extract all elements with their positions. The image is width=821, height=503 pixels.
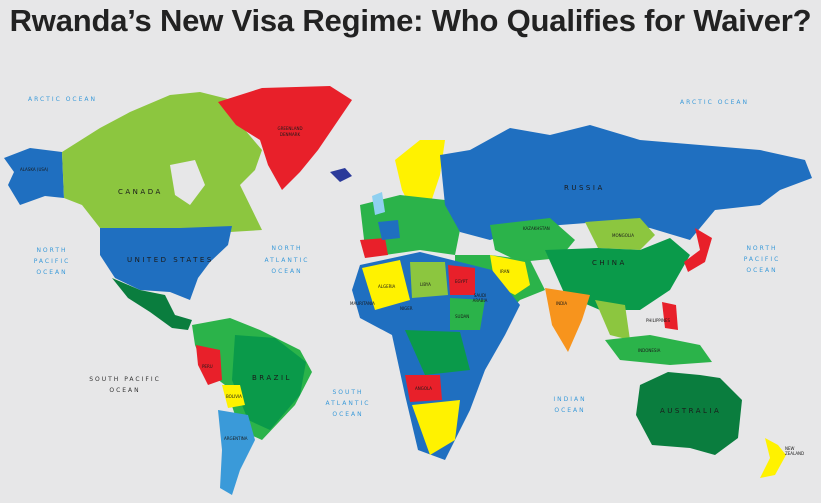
country-label: NEW (785, 446, 795, 451)
brazil-region (232, 335, 306, 430)
ocean-label: PACIFIC (744, 256, 781, 263)
uk-region (372, 192, 385, 215)
greenland-region (218, 86, 352, 190)
country-label: DENMARK (280, 132, 301, 137)
bolivia-region (222, 385, 245, 408)
country-label: ALGERIA (378, 284, 396, 289)
ocean-label: OCEAN (332, 411, 363, 418)
country-label: KAZAKHSTAN (523, 226, 550, 231)
country-label: UNITED STATES (127, 256, 214, 264)
north-africa-region (362, 260, 410, 310)
mongolia-region (585, 218, 655, 250)
ocean-label: OCEAN (109, 387, 140, 394)
ocean-label: NORTH (746, 245, 777, 252)
india-region (545, 288, 590, 352)
country-label: SAUDI (474, 293, 487, 298)
country-label: LIBYA (420, 282, 431, 287)
egypt-region (448, 265, 475, 295)
spain-region (360, 238, 388, 258)
australia-region (636, 372, 742, 455)
united-states-region (100, 226, 232, 300)
ocean-label: OCEAN (554, 407, 585, 414)
central-africa-region (405, 330, 470, 375)
france-region (378, 220, 400, 240)
ocean-label: NORTH (36, 247, 67, 254)
country-label: NIGER (400, 306, 413, 311)
philippines-region (662, 302, 678, 330)
libya-region (410, 262, 448, 298)
southern-africa-region (412, 400, 460, 455)
country-label: ARABIA (473, 298, 488, 303)
country-label: PHILIPPINES (646, 318, 671, 323)
country-label: GREENLAND (277, 126, 302, 131)
ocean-label: INDIAN (553, 396, 586, 403)
country-label: RUSSIA (564, 184, 605, 192)
country-label: EGYPT (455, 279, 468, 284)
ocean-label: ATLANTIC (325, 400, 370, 407)
ocean-label: ATLANTIC (264, 257, 309, 264)
country-label: MONGOLIA (612, 233, 634, 238)
country-label: PERU (202, 364, 213, 369)
hudson-bay (170, 160, 205, 205)
page-title: Rwanda’s New Visa Regime: Who Qualifies … (9, 3, 812, 38)
ocean-label: SOUTH PACIFIC (89, 376, 161, 383)
russia-region (440, 125, 812, 240)
country-label: ANGOLA (415, 386, 432, 391)
country-label: MAURITANIA (350, 301, 375, 306)
peru-region (196, 345, 222, 385)
ocean-label: ARCTIC OCEAN (28, 96, 97, 103)
country-label: BOLIVIA (226, 394, 242, 399)
country-label: AUSTRALIA (660, 407, 721, 415)
ocean-label: OCEAN (746, 267, 777, 274)
ocean-label: NORTH (271, 245, 302, 252)
country-label: SUDAN (455, 314, 469, 319)
china-region (545, 238, 690, 310)
ocean-label: OCEAN (36, 269, 67, 276)
canada-region (62, 92, 262, 232)
ocean-label: PACIFIC (34, 258, 71, 265)
ocean-label: ARCTIC OCEAN (680, 99, 749, 106)
country-label: ALASKA (USA) (20, 167, 49, 172)
country-label: IRAN (500, 269, 510, 274)
country-label: ARGENTINA (224, 436, 248, 441)
mexico-region (112, 278, 192, 330)
country-label: BRAZIL (252, 374, 292, 382)
japan-region (684, 228, 712, 272)
country-label: CANADA (118, 188, 163, 196)
alaska-region (4, 148, 64, 205)
southeast-asia-region (595, 300, 630, 340)
angola-region (405, 375, 442, 402)
iceland-region (330, 168, 352, 182)
country-label: INDIA (556, 301, 567, 306)
ocean-label: OCEAN (271, 268, 302, 275)
ocean-label: SOUTH (332, 389, 363, 396)
new-zealand-region (760, 438, 786, 478)
scandinavia-region (395, 140, 445, 210)
country-label: INDONESIA (638, 348, 661, 353)
argentina-region (218, 410, 255, 495)
country-label: ZEALAND (785, 451, 804, 456)
sudan-region (450, 298, 485, 330)
indonesia-region (605, 335, 712, 365)
country-label: CHINA (592, 259, 627, 267)
